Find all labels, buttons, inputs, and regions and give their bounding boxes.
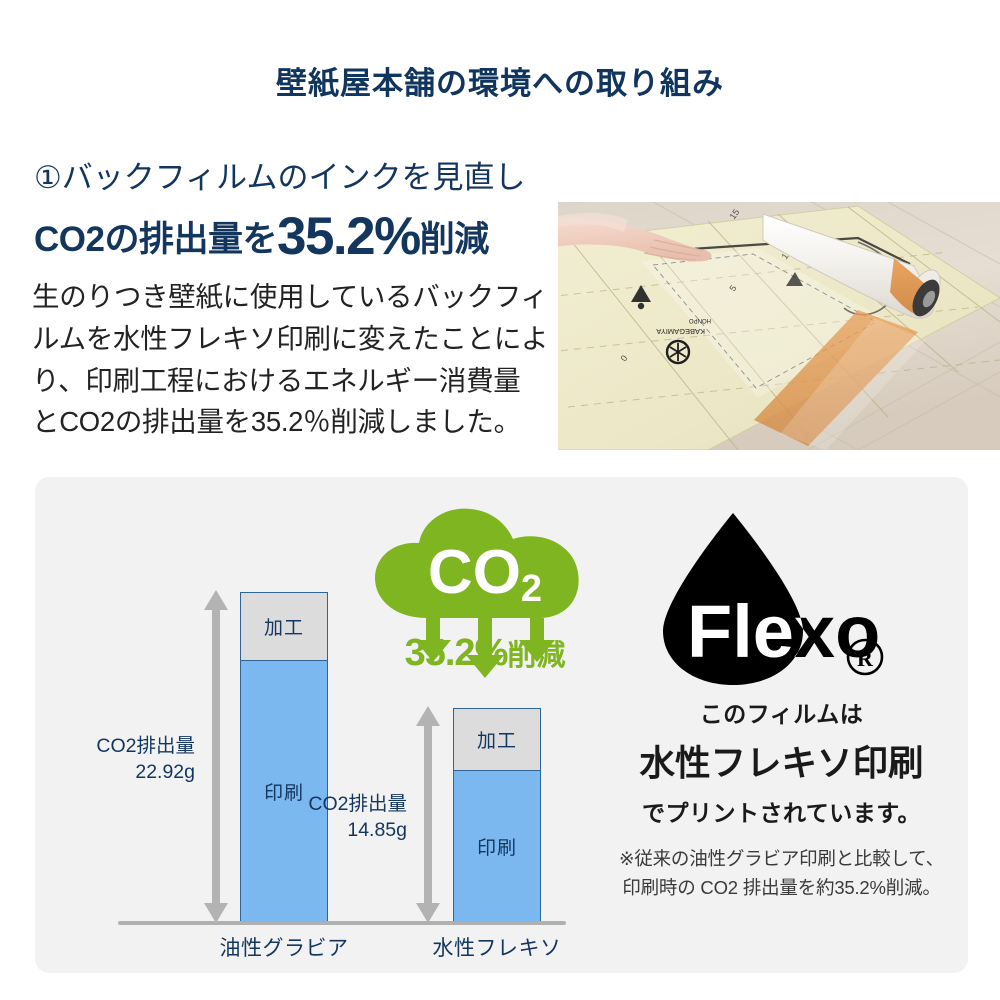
- chart-baseline: [118, 921, 566, 925]
- bar-segment-print: 印刷: [241, 661, 327, 922]
- svg-text:15: 15: [727, 207, 741, 221]
- registered-icon: R: [846, 638, 884, 676]
- intro-lead-line: ①バックフィルムのインクを見直し: [34, 160, 526, 195]
- co2-reduction-label: 35.2%削減: [365, 632, 605, 675]
- body-line: 生のりつき壁紙に使用しているバックフィ: [32, 281, 548, 312]
- comparison-panel: 加工 印刷 加工 印刷 CO2排出量 22.92g CO2排出量 14.85g …: [35, 477, 968, 973]
- flexo-note-line: ※従来の油性グラビア印刷と比較して、: [619, 848, 944, 869]
- value-amount: 22.92g: [135, 761, 195, 784]
- measure-arrow-oil: [203, 590, 229, 923]
- flexo-note-line: 印刷時の CO2 排出量を約35.2%削減。: [622, 876, 941, 898]
- page-title: 壁紙屋本舗の環境への取り組み: [276, 66, 724, 101]
- flexo-logo: Flexo Flexo R: [625, 505, 945, 690]
- flexo-wordmark-outer: Flexo: [687, 590, 880, 673]
- intro-headline: CO2の排出量を35.2%削減: [34, 206, 564, 267]
- body-line: ルムを水性フレキソ印刷に変えたことによ: [32, 322, 549, 354]
- svg-text:HONPO: HONPO: [689, 317, 711, 323]
- flexo-line-3: でプリントされています。: [641, 800, 921, 826]
- svg-text:KABEGAMIYA: KABEGAMIYA: [656, 327, 705, 336]
- bar-segment-process: 加工: [241, 593, 327, 661]
- value-label-oil: CO2排出量 22.92g: [35, 733, 195, 786]
- co2-reduction-word: 削減: [507, 640, 566, 672]
- category-label-oil: 油性グラビア: [219, 937, 349, 960]
- cloud-with-arrows-icon: CO2: [375, 508, 579, 678]
- value-caption: CO2排出量: [96, 735, 195, 757]
- value-caption: CO2排出量: [308, 793, 407, 815]
- co2-cloud-icon: CO2: [365, 500, 605, 690]
- water-drop-icon: Flexo Flexo R: [663, 513, 884, 685]
- bar-segment-process: 加工: [454, 709, 540, 771]
- headline-suffix: 削減: [419, 220, 490, 259]
- co2-reduction-value: 35.2%: [404, 632, 509, 674]
- svg-text:R: R: [857, 646, 874, 671]
- flexo-line-2: 水性フレキソ印刷: [639, 743, 924, 783]
- headline-value: 35.2%: [276, 207, 421, 266]
- photo-illustration: KABEGAMIYA HONPO 0 5 10 15: [558, 202, 1000, 450]
- category-label-water: 水性フレキソ: [432, 937, 562, 960]
- body-line: り、印刷工程におけるエネルギー消費量: [32, 364, 521, 396]
- headline-prefix: CO2の排出量を: [34, 220, 277, 259]
- value-label-water: CO2排出量 14.85g: [247, 791, 407, 844]
- bar-segment-print: 印刷: [454, 771, 540, 922]
- co2-bar-chart: 加工 印刷 加工 印刷 CO2排出量 22.92g CO2排出量 14.85g …: [35, 477, 595, 973]
- measure-arrow-water: [415, 706, 441, 923]
- wallpaper-film-photo: KABEGAMIYA HONPO 0 5 10 15: [558, 202, 1000, 450]
- flexo-line-1: このフィルムは: [699, 701, 864, 727]
- flexo-note: ※従来の油性グラビア印刷と比較して、 印刷時の CO2 排出量を約35.2%削減…: [595, 845, 968, 902]
- flexo-caption: このフィルムは 水性フレキソ印刷 でプリントされています。 ※従来の油性グラビア…: [595, 695, 968, 902]
- flexo-block: Flexo Flexo R: [595, 497, 968, 957]
- value-amount: 14.85g: [347, 819, 407, 842]
- bar-oil-gravure: 加工 印刷: [240, 592, 328, 922]
- body-line: とCO2の排出量を35.2％削減しました。: [32, 406, 521, 438]
- svg-text:0: 0: [618, 353, 629, 363]
- intro-body-copy: 生のりつき壁紙に使用しているバックフィ ルムを水性フレキソ印刷に変えたことによ …: [32, 276, 552, 443]
- svg-text:5: 5: [727, 283, 738, 293]
- bar-water-flexo: 加工 印刷: [453, 708, 541, 922]
